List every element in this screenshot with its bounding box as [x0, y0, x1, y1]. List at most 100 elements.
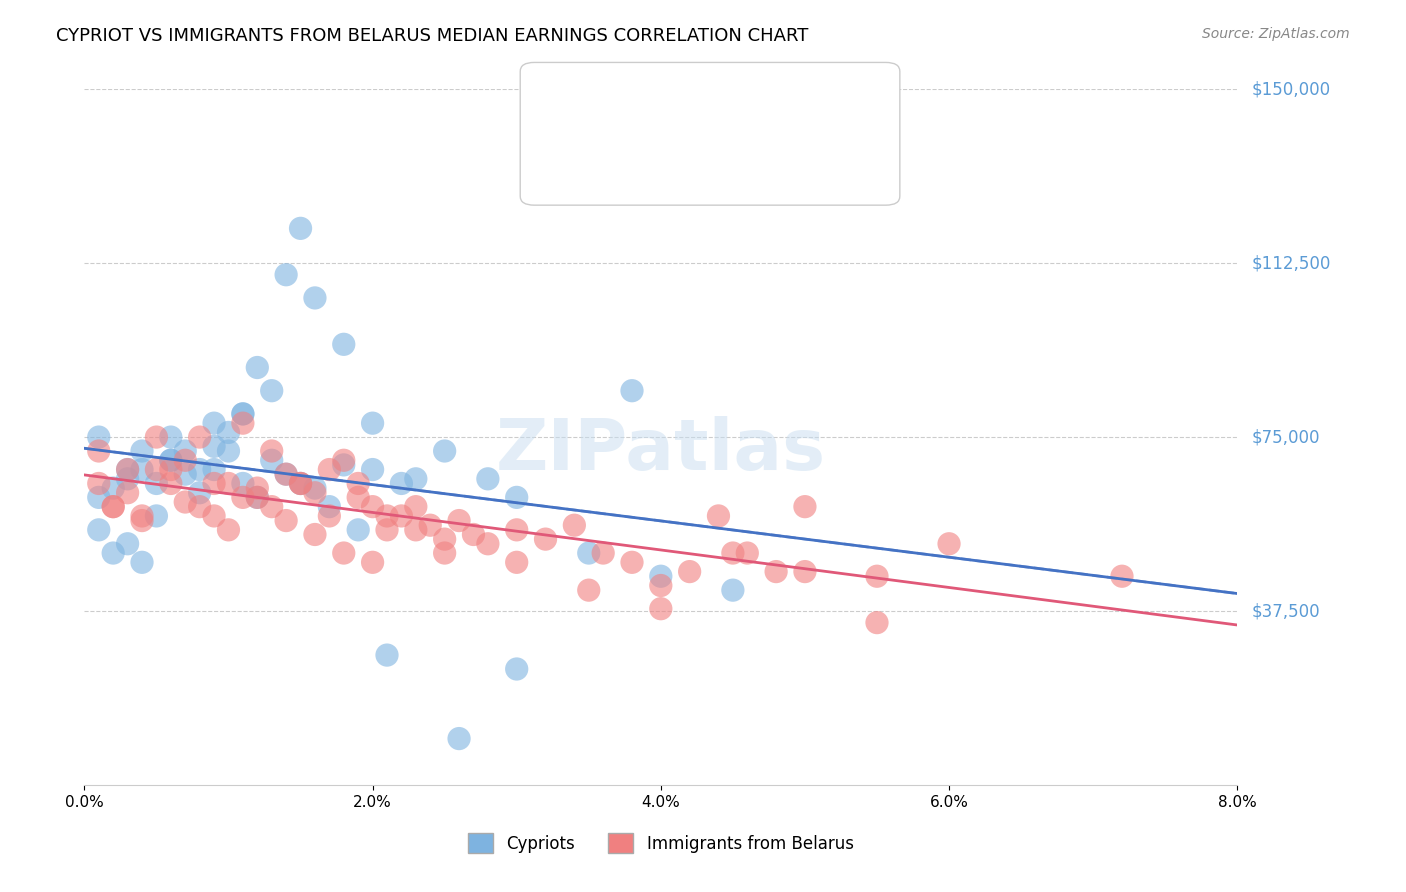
Point: [333, 453, 356, 467]
Point: [260, 500, 283, 514]
Point: [117, 472, 139, 486]
Point: [794, 500, 817, 514]
Point: [578, 546, 600, 560]
Point: [145, 476, 167, 491]
Point: [290, 221, 312, 235]
Point: [938, 537, 960, 551]
Point: [405, 472, 427, 486]
Point: [578, 583, 600, 598]
Point: [117, 537, 139, 551]
Point: [246, 481, 269, 495]
Point: [232, 416, 254, 430]
Point: [391, 476, 413, 491]
Text: Source: ZipAtlas.com: Source: ZipAtlas.com: [1202, 27, 1350, 41]
Point: [707, 508, 730, 523]
Point: [246, 491, 269, 505]
Point: [131, 555, 153, 569]
Point: [131, 508, 153, 523]
Point: [160, 453, 183, 467]
Point: [260, 444, 283, 458]
Point: [276, 467, 298, 482]
Text: CYPRIOT VS IMMIGRANTS FROM BELARUS MEDIAN EARNINGS CORRELATION CHART: CYPRIOT VS IMMIGRANTS FROM BELARUS MEDIA…: [56, 27, 808, 45]
Point: [160, 430, 183, 444]
Point: [650, 601, 672, 615]
Point: [260, 453, 283, 467]
Point: [866, 615, 889, 630]
Point: [333, 337, 356, 351]
Point: [188, 430, 211, 444]
Point: [174, 453, 197, 467]
Legend: Cypriots, Immigrants from Belarus: Cypriots, Immigrants from Belarus: [461, 827, 860, 860]
Point: [304, 481, 326, 495]
Point: [87, 476, 110, 491]
Point: [721, 583, 744, 598]
Point: [218, 444, 240, 458]
Point: [232, 407, 254, 421]
Text: $112,500: $112,500: [1251, 254, 1331, 272]
Point: [449, 514, 471, 528]
Text: ZIPatlas: ZIPatlas: [496, 417, 825, 485]
Point: [737, 546, 759, 560]
Point: [506, 491, 529, 505]
Point: [232, 491, 254, 505]
Point: [103, 481, 124, 495]
Point: [361, 416, 384, 430]
Point: [174, 467, 197, 482]
Point: [131, 462, 153, 476]
Point: [564, 518, 586, 533]
Point: [433, 546, 456, 560]
Text: 0.137: 0.137: [640, 98, 692, 116]
Point: [534, 532, 557, 546]
Point: [160, 462, 183, 476]
Text: 71: 71: [742, 152, 765, 169]
Point: [347, 491, 370, 505]
Point: [232, 407, 254, 421]
Point: [347, 476, 370, 491]
Point: [333, 546, 356, 560]
Point: [117, 462, 139, 476]
Point: [117, 462, 139, 476]
Point: [347, 523, 370, 537]
Point: [794, 565, 817, 579]
Point: [463, 527, 485, 541]
Point: [433, 444, 456, 458]
Point: [103, 500, 124, 514]
Point: [361, 555, 384, 569]
Text: -0.081: -0.081: [626, 152, 685, 169]
Point: [304, 291, 326, 305]
Point: [276, 467, 298, 482]
Point: [375, 508, 398, 523]
Point: [218, 425, 240, 440]
Text: N =: N =: [696, 100, 725, 114]
Text: $75,000: $75,000: [1251, 428, 1320, 446]
Point: [449, 731, 471, 746]
Point: [160, 476, 183, 491]
Point: [246, 491, 269, 505]
Point: [290, 476, 312, 491]
Point: [276, 268, 298, 282]
Point: [318, 500, 340, 514]
Text: R =: R =: [583, 100, 612, 114]
Point: [318, 462, 340, 476]
Point: [174, 495, 197, 509]
Point: [290, 476, 312, 491]
Point: [866, 569, 889, 583]
Point: [361, 462, 384, 476]
Text: ■: ■: [555, 151, 576, 170]
Point: [87, 523, 110, 537]
Point: [506, 523, 529, 537]
Point: [188, 462, 211, 476]
Point: [405, 523, 427, 537]
Point: [188, 500, 211, 514]
Point: [260, 384, 283, 398]
Point: [621, 384, 644, 398]
Point: [232, 476, 254, 491]
Text: R =: R =: [583, 153, 612, 168]
Text: ■: ■: [555, 97, 576, 117]
Point: [650, 578, 672, 592]
Point: [405, 500, 427, 514]
Point: [765, 565, 787, 579]
Point: [87, 491, 110, 505]
Point: [419, 518, 441, 533]
Point: [506, 555, 529, 569]
